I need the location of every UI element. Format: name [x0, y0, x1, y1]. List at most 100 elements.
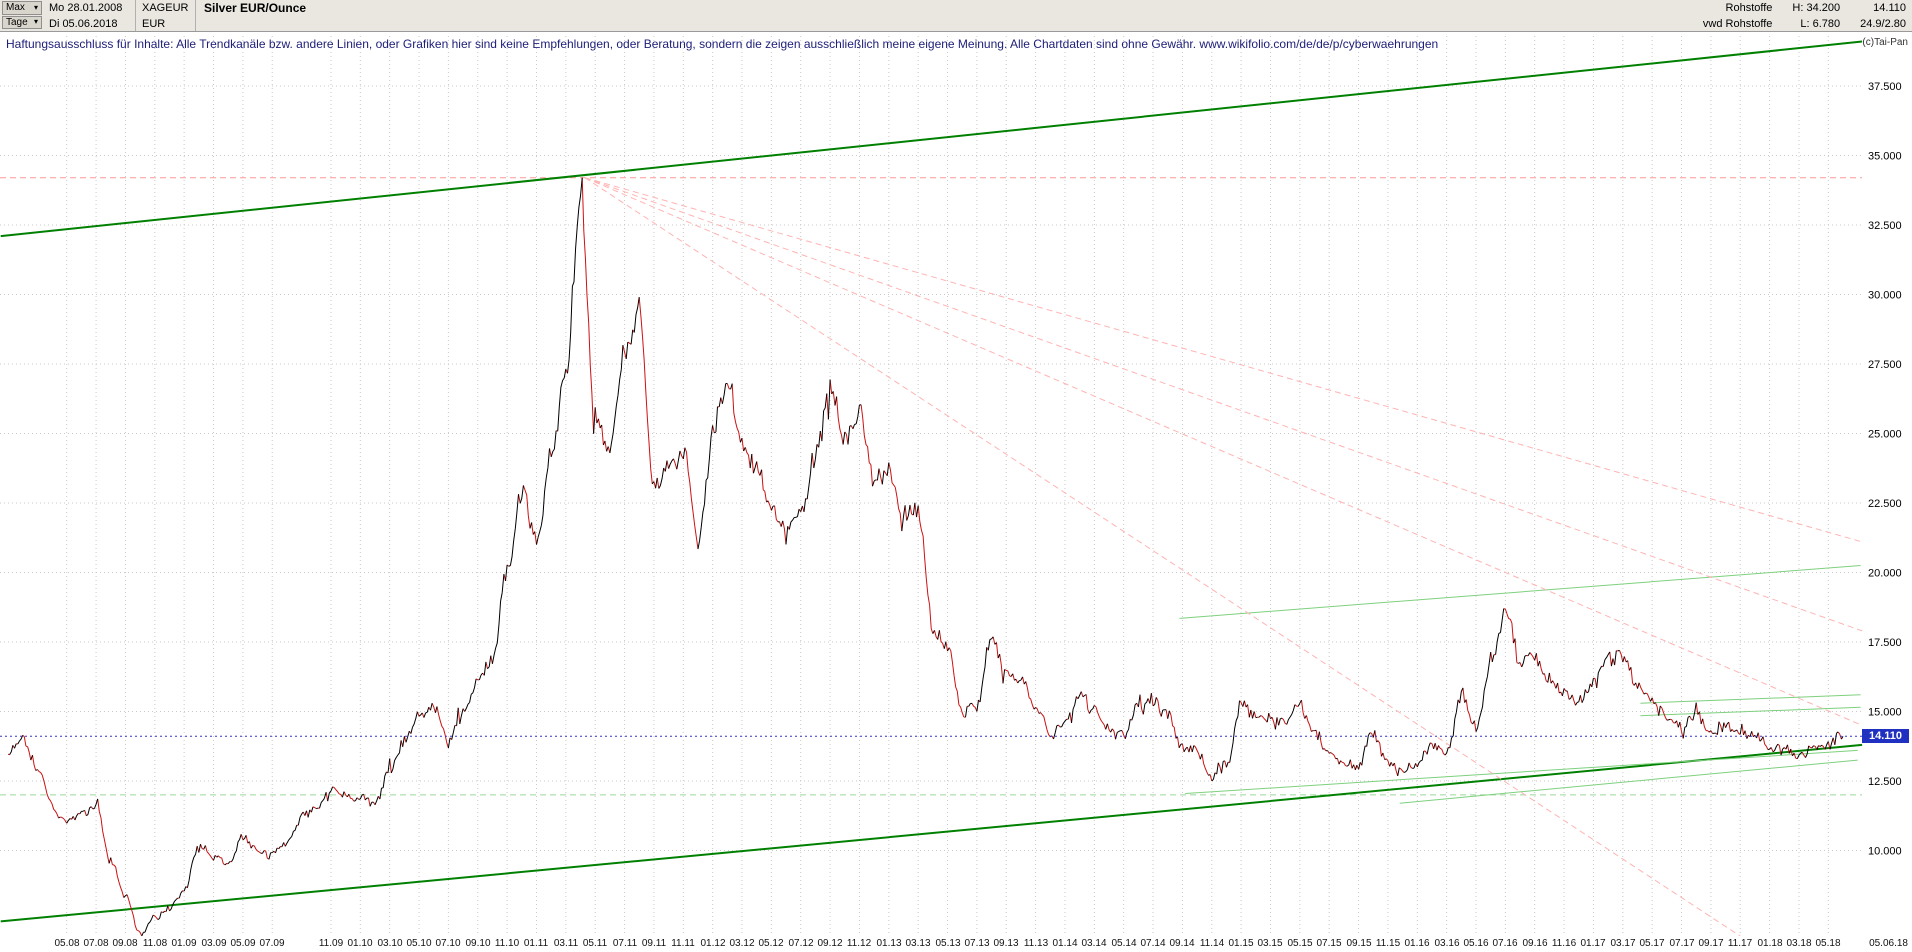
fan-line-4	[584, 177, 1763, 952]
date-axis-label: 05.09	[230, 938, 256, 949]
date-axis-label: 01.15	[1228, 938, 1254, 949]
price-axis-label: 10.000	[1868, 846, 1902, 858]
fan-line-2	[584, 177, 1863, 632]
date-axis-label: 07.13	[964, 938, 990, 949]
currency-label: EUR	[142, 17, 166, 30]
price-axis-label: 17.500	[1868, 637, 1902, 649]
date-axis-label: 05.15	[1287, 938, 1313, 949]
fan-line-3	[584, 177, 1863, 726]
price-axis-label: 25.000	[1868, 429, 1902, 441]
date-axis-label: 01.10	[347, 938, 373, 949]
candles-up	[9, 177, 1844, 937]
date-axis-label: 09.17	[1698, 938, 1724, 949]
date-axis-label: 03.09	[201, 938, 227, 949]
date-axis-label: 05.08	[54, 938, 80, 949]
range-selector-label: Max	[6, 2, 25, 14]
date-axis-label: 01.11	[523, 938, 549, 949]
secondary-value: 24.9/2.80	[1860, 18, 1906, 30]
date-axis-label: 05.12	[758, 938, 784, 949]
date-axis-label: 05.14	[1111, 938, 1137, 949]
date-axis-label: 05.17	[1639, 938, 1665, 949]
date-axis-label: 01.12	[700, 938, 726, 949]
short-resistance-line-b	[1640, 706, 1861, 717]
period-selector[interactable]: Tage ▾	[2, 15, 42, 29]
date-axis-label: 09.10	[465, 938, 491, 949]
date-axis-label: 07.14	[1140, 938, 1166, 949]
date-axis-label: 03.18	[1786, 938, 1812, 949]
price-axis-label: 12.500	[1868, 776, 1902, 788]
date-axis-label: 01.17	[1580, 938, 1606, 949]
date-axis-label: 05.18	[1815, 938, 1841, 949]
date-axis-label: 07.15	[1316, 938, 1342, 949]
date-axis-label: 01.09	[171, 938, 197, 949]
date-axis-label: 05.11	[582, 938, 608, 949]
header-bar: Max ▾ Tage ▾ Mo 28.01.2008 Di 05.06.2018…	[0, 0, 1912, 32]
date-axis-label: 01.13	[876, 938, 902, 949]
date-axis-label: 09.08	[112, 938, 138, 949]
end-date-field[interactable]: Di 05.06.2018	[49, 17, 118, 30]
price-axis-label: 15.000	[1868, 707, 1902, 719]
date-axis-label: 01.18	[1757, 938, 1783, 949]
date-axis-label: 03.10	[377, 938, 403, 949]
feed-column: Rohstoffe vwd Rohstoffe	[1703, 0, 1773, 31]
date-axis-label: 07.10	[435, 938, 461, 949]
date-axis-label: 03.16	[1434, 938, 1460, 949]
feed-name: Rohstoffe	[1725, 2, 1773, 14]
date-axis-label: 05.13	[935, 938, 961, 949]
date-axis-label: 11.17	[1727, 938, 1753, 949]
value-column: 14.110 24.9/2.80	[1860, 0, 1906, 31]
high-value: H: 34.200	[1792, 2, 1841, 14]
date-axis-label: 03.11	[553, 938, 579, 949]
date-axis-label: 07.17	[1669, 938, 1695, 949]
timeframe-selectors: Max ▾ Tage ▾	[0, 0, 44, 31]
date-axis-label: 01.14	[1052, 938, 1078, 949]
low-support-line-b	[1399, 759, 1858, 804]
short-resistance-line-a	[1640, 694, 1861, 704]
price-axis-label: 27.500	[1868, 359, 1902, 371]
date-axis-label: 01.16	[1404, 938, 1430, 949]
disclaimer-text: Haftungsausschluss für Inhalte: Alle Tre…	[6, 37, 1439, 51]
low-value: L: 6.780	[1800, 18, 1841, 30]
date-axis-label: 03.17	[1610, 938, 1636, 949]
date-axis-label: 11.16	[1551, 938, 1577, 949]
end-date-label: 05.06.18	[1869, 938, 1908, 949]
range-selector[interactable]: Max ▾	[2, 1, 42, 15]
upper-channel-line	[0, 40, 1863, 238]
date-axis-label: 09.14	[1169, 938, 1195, 949]
date-fields: Mo 28.01.2008 Di 05.06.2018	[44, 0, 136, 31]
mid-resistance-line	[1179, 565, 1861, 619]
price-axis-label: 22.500	[1868, 498, 1902, 510]
date-axis-label: 09.16	[1522, 938, 1548, 949]
date-axis-label: 07.12	[788, 938, 814, 949]
date-axis-label: 03.13	[905, 938, 931, 949]
chevron-down-icon: ▾	[33, 17, 38, 27]
date-axis-label: 11.12	[846, 938, 872, 949]
date-axis-label: 05.10	[406, 938, 432, 949]
candles-down	[7, 177, 1842, 937]
date-axis-label: 03.15	[1257, 938, 1283, 949]
date-axis-label: 07.16	[1492, 938, 1518, 949]
date-axis-label: 11.11	[671, 938, 695, 949]
date-axis-label: 11.15	[1375, 938, 1401, 949]
date-axis-label: 11.13	[1023, 938, 1049, 949]
price-axis-label: 37.500	[1868, 81, 1902, 93]
header-info: Rohstoffe vwd Rohstoffe H: 34.200 L: 6.7…	[1703, 0, 1912, 31]
x-axis: 05.08 07.08 09.08 11.08 01.09 03.09 05.09 07.09…	[0, 936, 1912, 952]
date-axis-label: 05.16	[1463, 938, 1489, 949]
lower-channel-line	[0, 743, 1863, 923]
date-axis-label: 07.09	[259, 938, 285, 949]
start-date-field[interactable]: Mo 28.01.2008	[49, 1, 123, 14]
feed-name-2: vwd Rohstoffe	[1702, 18, 1773, 30]
price-axis-label: 30.000	[1868, 290, 1902, 302]
title-block: Silver EUR/Ounce	[196, 0, 1703, 31]
chevron-down-icon: ▾	[33, 2, 38, 12]
price-axis-label: 20.000	[1868, 568, 1902, 580]
last-price-tag: 14.110	[1862, 729, 1909, 743]
fan-line-1	[584, 177, 1863, 543]
date-axis-label: 11.08	[142, 938, 168, 949]
title-spacer	[204, 16, 1695, 31]
date-axis-label: 07.08	[83, 938, 109, 949]
date-axis-label: 07.11	[612, 938, 638, 949]
low-support-line-a	[1185, 749, 1858, 794]
